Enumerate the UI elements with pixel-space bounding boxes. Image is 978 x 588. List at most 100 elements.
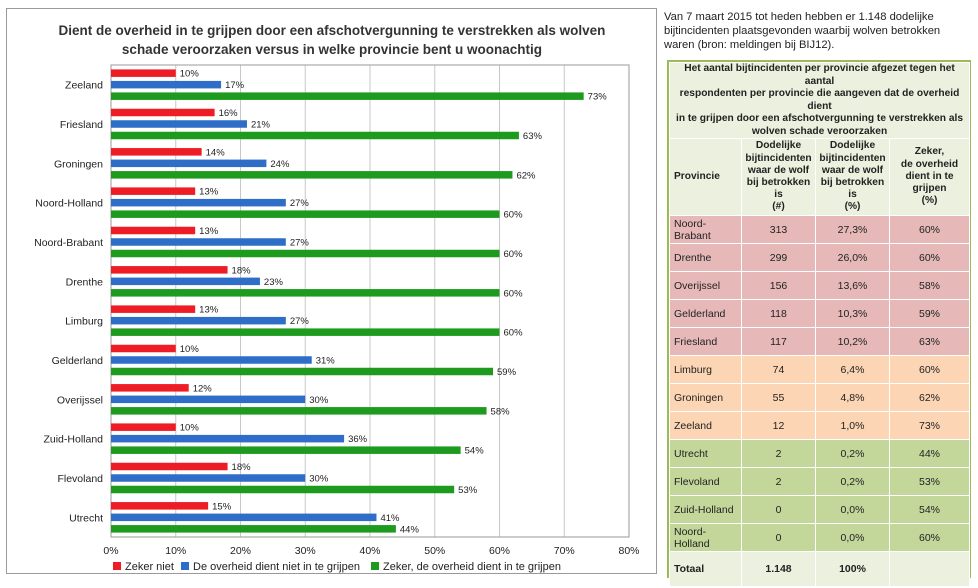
data-label: 18% — [232, 265, 252, 276]
provincie-cell: Utrecht — [669, 439, 742, 468]
chart-title-line: Dient de overheid in te grijpen door een… — [59, 23, 606, 38]
zeker-cell: 62% — [888, 383, 971, 412]
total-count: 1.148 — [741, 551, 816, 587]
x-tick-label: 60% — [489, 545, 510, 557]
bar — [111, 159, 267, 168]
bar — [111, 462, 228, 471]
table-row: Drenthe 299 26,0% 60% — [669, 243, 971, 272]
pct-cell: 0,0% — [815, 495, 890, 524]
pct-cell: 4,8% — [815, 383, 890, 412]
legend-swatch — [371, 562, 379, 570]
provincie-cell: Overijssel — [669, 271, 742, 300]
data-label: 53% — [458, 485, 478, 496]
table-caption: Het aantal bijtincidenten per provincie … — [668, 62, 971, 139]
incident-note: Van 7 maart 2015 tot heden hebben er 1.1… — [664, 10, 969, 52]
data-label: 44% — [400, 524, 420, 535]
pct-cell: 10,2% — [815, 327, 890, 356]
provincie-cell: Flevoland — [669, 467, 742, 496]
bar — [111, 384, 189, 392]
bar — [111, 474, 306, 482]
chart-title-line: schade veroorzaken versus in welke provi… — [122, 42, 542, 57]
data-label: 62% — [516, 170, 536, 181]
data-label: 13% — [199, 305, 219, 316]
caption-line: wolven schade veroorzaken — [751, 125, 888, 137]
table-row: Zeeland 12 1,0% 73% — [669, 411, 971, 440]
bar — [111, 198, 286, 207]
data-label: 10% — [180, 423, 200, 434]
data-label: 23% — [264, 277, 284, 288]
total-label: Totaal — [669, 551, 742, 587]
bar — [111, 525, 396, 533]
header-zeker: Zeker, de overheid dient in te grijpen (… — [888, 138, 971, 216]
zeker-cell: 60% — [888, 215, 971, 244]
data-label: 13% — [199, 226, 219, 237]
x-tick-label: 0% — [103, 545, 118, 557]
data-label: 30% — [309, 395, 329, 406]
count-cell: 55 — [741, 383, 816, 412]
zeker-cell: 54% — [888, 495, 971, 524]
header-line: bijtincidenten — [745, 152, 812, 164]
pct-cell: 0,2% — [815, 439, 890, 468]
provincie-cell: Noord-Holland — [669, 523, 742, 552]
bar — [111, 210, 500, 218]
data-label: 27% — [290, 238, 310, 249]
bar-chart: Dient de overheid in te grijpen door een… — [34, 23, 639, 573]
header-line: Zeker, — [914, 146, 945, 158]
caption-line: respondenten per provincie die aangeven … — [679, 88, 960, 112]
data-label: 18% — [232, 462, 252, 473]
data-label: 16% — [219, 108, 239, 119]
zeker-cell: 60% — [888, 523, 971, 552]
legend-swatch — [113, 562, 121, 570]
header-count: Dodelijke bijtincidenten waar de wolf bi… — [741, 138, 816, 216]
header-line: bijtincidenten — [819, 152, 886, 164]
count-cell: 0 — [741, 523, 816, 552]
header-line: (%) — [844, 201, 861, 213]
category-label: Flevoland — [57, 473, 103, 485]
header-line: (#) — [772, 201, 785, 213]
legend-label: Zeker niet — [125, 561, 174, 573]
pct-cell: 0,2% — [815, 467, 890, 496]
category-label: Noord-Holland — [35, 198, 103, 210]
header-line: dient in te — [905, 170, 954, 182]
provincie-cell: Drenthe — [669, 243, 742, 272]
bar — [111, 446, 461, 454]
legend-label: De overheid dient niet in te grijpen — [193, 561, 360, 573]
bar — [111, 148, 202, 156]
pct-cell: 27,3% — [815, 215, 890, 244]
zeker-cell: 44% — [888, 439, 971, 468]
provincie-cell: Groningen — [669, 383, 742, 412]
bar — [111, 423, 176, 431]
total-zeker — [888, 551, 971, 587]
table-row: Limburg 74 6,4% 60% — [669, 355, 971, 384]
incident-table: Het aantal bijtincidenten per provincie … — [668, 62, 971, 587]
pct-cell: 6,4% — [815, 355, 890, 384]
data-label: 14% — [206, 147, 226, 158]
bar — [111, 367, 494, 376]
provincie-cell: Zuid-Holland — [669, 495, 742, 524]
data-label: 54% — [465, 446, 485, 457]
bar — [111, 69, 176, 77]
x-tick-label: 30% — [295, 545, 316, 557]
data-label: 36% — [348, 434, 368, 445]
pct-cell: 26,0% — [815, 243, 890, 272]
data-label: 13% — [199, 187, 219, 198]
data-label: 30% — [309, 474, 329, 485]
header-percentage: Dodelijke bijtincidenten waar de wolf bi… — [815, 138, 890, 216]
table-row: Utrecht 2 0,2% 44% — [669, 439, 971, 468]
header-line: Dodelijke — [755, 140, 802, 152]
category-label: Noord-Brabant — [34, 237, 103, 249]
data-label: 59% — [497, 367, 517, 378]
category-label: Gelderland — [52, 355, 104, 367]
count-cell: 2 — [741, 439, 816, 468]
table-row: Flevoland 2 0,2% 53% — [669, 467, 971, 496]
category-label: Overijssel — [57, 394, 103, 406]
header-line: waar de wolf — [747, 164, 810, 176]
count-cell: 156 — [741, 271, 816, 300]
header-line: waar de wolf — [821, 164, 884, 176]
bar — [111, 277, 260, 286]
table-row: Gelderland 118 10,3% 59% — [669, 299, 971, 328]
data-label: 21% — [251, 120, 271, 131]
header-provincie: Provincie — [669, 138, 742, 216]
data-label: 73% — [588, 92, 608, 103]
data-label: 60% — [504, 249, 524, 260]
